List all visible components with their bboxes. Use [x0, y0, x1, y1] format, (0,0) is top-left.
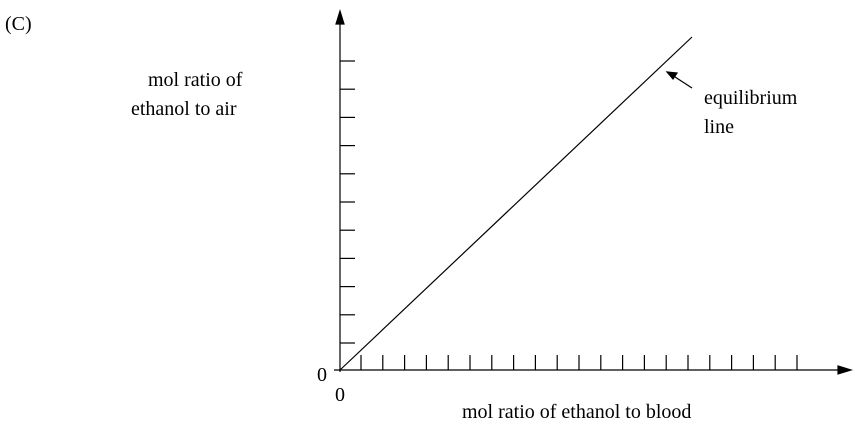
- x-origin-label: 0: [335, 384, 345, 406]
- equilibrium-line: [339, 36, 693, 371]
- y-axis-label: ethanol to air: [131, 98, 237, 120]
- x-axis-label: mol ratio of ethanol to blood: [462, 401, 691, 423]
- annotation-arrowhead: [665, 71, 679, 80]
- annotation: line: [704, 116, 734, 138]
- y-arrow: [335, 8, 345, 25]
- axes: [334, 8, 854, 375]
- annotation: equilibrium: [704, 87, 798, 109]
- annotation-arrow: [671, 74, 693, 89]
- y-axis-label: mol ratio of: [148, 69, 243, 91]
- panel-label: (C): [5, 13, 32, 35]
- y-origin-label: 0: [317, 364, 327, 386]
- x-arrow: [837, 365, 854, 375]
